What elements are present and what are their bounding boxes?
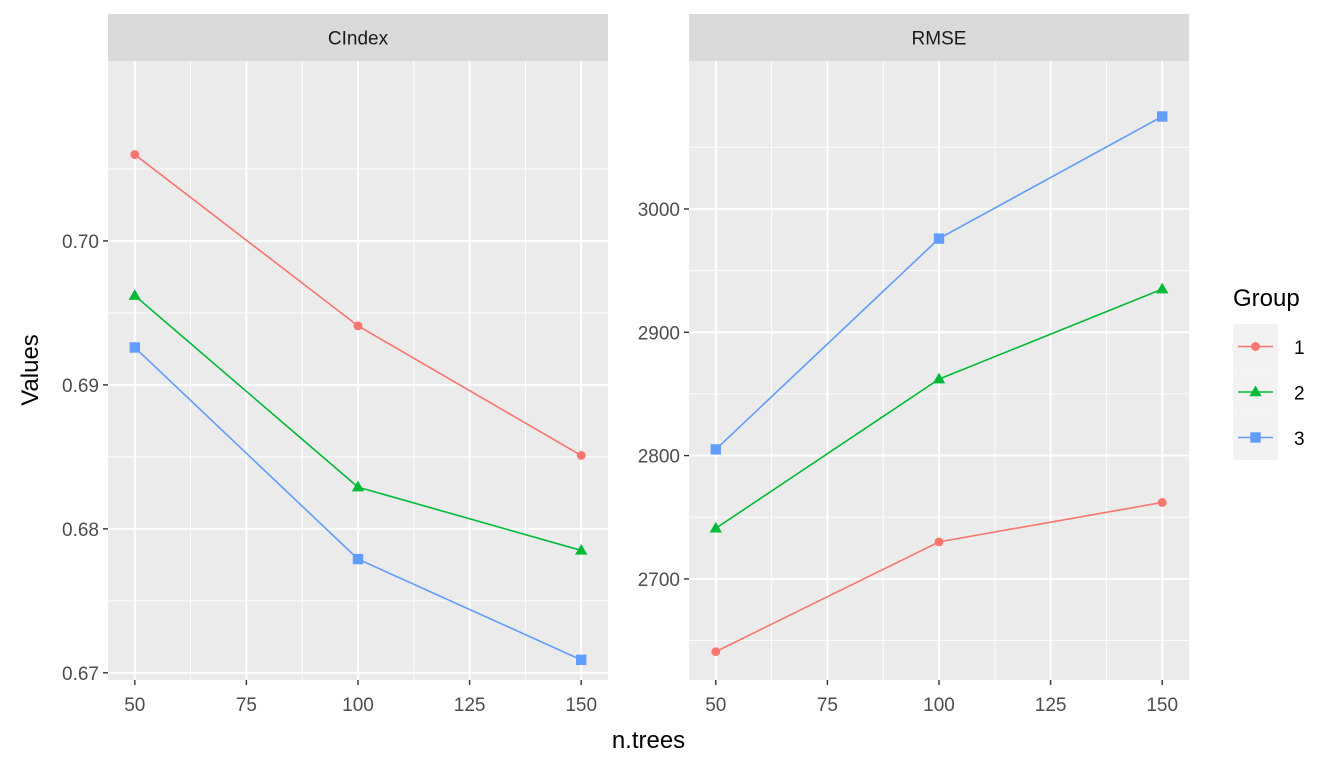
series-3-point bbox=[933, 233, 945, 244]
legend-label: 3 bbox=[1294, 429, 1305, 450]
y-tick-label: 0.68 bbox=[62, 520, 99, 541]
legend-title: Group bbox=[1233, 285, 1300, 312]
series-1-point bbox=[934, 537, 944, 547]
y-tick-label: 0.69 bbox=[62, 376, 99, 397]
legend: Group 1 2 3 bbox=[1233, 285, 1305, 460]
legend-key-marker bbox=[1251, 342, 1260, 351]
series-3-point bbox=[710, 444, 721, 455]
series-1-point bbox=[711, 647, 721, 657]
series-1-point bbox=[576, 451, 586, 460]
legend-key-marker bbox=[1250, 432, 1261, 443]
x-tick-label: 125 bbox=[1035, 695, 1067, 716]
legend-label: 1 bbox=[1294, 338, 1305, 359]
panel-rmse: RMSE 2700 2800 2900 3000 50 75 100 125 150 bbox=[638, 14, 1189, 716]
series-2-point bbox=[709, 521, 722, 533]
y-tick-label: 0.70 bbox=[62, 232, 99, 253]
x-tick-label: 150 bbox=[1146, 695, 1178, 716]
series-1-point bbox=[130, 150, 140, 159]
series-2-point bbox=[932, 372, 946, 384]
series-3-point bbox=[576, 654, 587, 666]
series-2-point bbox=[351, 480, 365, 492]
x-tick-label: 75 bbox=[236, 695, 257, 716]
series-1-point bbox=[353, 321, 363, 331]
series-1-point bbox=[1157, 498, 1167, 507]
x-tick-label: 50 bbox=[124, 695, 145, 716]
x-tick-label: 100 bbox=[923, 695, 955, 716]
x-tick-label: 50 bbox=[705, 695, 726, 716]
y-axis-title: Values bbox=[17, 334, 44, 406]
facet-strip bbox=[689, 14, 1189, 61]
y-tick-label: 2900 bbox=[638, 323, 680, 344]
series-3-point bbox=[129, 342, 140, 353]
series-2-point bbox=[1156, 282, 1169, 294]
y-tick-label: 3000 bbox=[638, 200, 680, 221]
y-tick-label: 0.67 bbox=[62, 664, 99, 685]
legend-label: 2 bbox=[1294, 384, 1305, 405]
series-2-point bbox=[575, 543, 588, 555]
x-tick-label: 125 bbox=[454, 695, 486, 716]
x-axis-title: n.trees bbox=[612, 727, 685, 754]
y-tick-label: 2700 bbox=[638, 570, 680, 591]
series-3-point bbox=[352, 553, 364, 565]
x-tick-label: 75 bbox=[817, 695, 838, 716]
x-tick-label: 100 bbox=[342, 695, 374, 716]
facet-strip-label: RMSE bbox=[912, 29, 967, 50]
facet-strip-label: CIndex bbox=[328, 29, 389, 50]
panel-cindex: CIndex 0.67 0.68 0.69 0.70 50 75 100 125 150 bbox=[62, 14, 608, 716]
series-2-point bbox=[128, 289, 141, 300]
legend-key-marker bbox=[1249, 385, 1262, 397]
y-tick-label: 2800 bbox=[638, 447, 680, 468]
x-tick-label: 150 bbox=[565, 695, 597, 716]
series-3-point bbox=[1157, 111, 1168, 122]
facet-strip bbox=[108, 14, 608, 61]
